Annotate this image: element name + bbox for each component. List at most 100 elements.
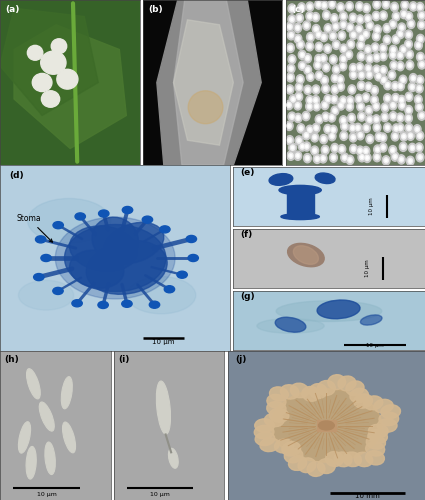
Circle shape xyxy=(304,85,312,94)
Circle shape xyxy=(400,142,407,152)
Circle shape xyxy=(379,44,387,53)
Circle shape xyxy=(402,2,407,7)
Ellipse shape xyxy=(275,317,306,332)
Circle shape xyxy=(416,128,418,130)
Ellipse shape xyxy=(168,448,178,468)
Circle shape xyxy=(312,134,317,140)
Text: (d): (d) xyxy=(9,170,24,179)
Circle shape xyxy=(343,24,344,26)
Circle shape xyxy=(397,50,404,60)
Circle shape xyxy=(414,40,422,50)
Ellipse shape xyxy=(75,213,85,220)
Circle shape xyxy=(329,153,337,162)
Text: 10 mm: 10 mm xyxy=(355,492,380,498)
Circle shape xyxy=(298,140,300,141)
Circle shape xyxy=(335,26,337,28)
Circle shape xyxy=(306,68,310,72)
Circle shape xyxy=(364,45,372,54)
Circle shape xyxy=(392,124,400,133)
Circle shape xyxy=(375,105,377,108)
Polygon shape xyxy=(14,24,126,148)
Circle shape xyxy=(295,83,303,92)
Circle shape xyxy=(350,87,354,92)
Circle shape xyxy=(367,48,369,50)
Circle shape xyxy=(341,122,348,131)
Circle shape xyxy=(314,60,322,70)
Circle shape xyxy=(330,2,334,7)
Circle shape xyxy=(333,87,337,92)
Circle shape xyxy=(373,52,381,62)
Circle shape xyxy=(305,56,310,61)
Circle shape xyxy=(372,88,377,93)
Circle shape xyxy=(333,17,335,20)
Circle shape xyxy=(381,135,385,140)
Circle shape xyxy=(391,114,395,119)
Circle shape xyxy=(341,22,346,28)
Ellipse shape xyxy=(326,452,343,466)
Ellipse shape xyxy=(366,450,384,465)
Circle shape xyxy=(375,124,379,130)
Circle shape xyxy=(349,133,357,142)
Circle shape xyxy=(407,94,411,100)
Circle shape xyxy=(391,152,399,161)
Circle shape xyxy=(285,100,293,110)
Circle shape xyxy=(377,134,381,140)
Circle shape xyxy=(290,114,294,119)
Circle shape xyxy=(387,97,388,100)
Circle shape xyxy=(350,43,352,46)
Circle shape xyxy=(324,94,332,104)
Circle shape xyxy=(290,145,295,150)
Circle shape xyxy=(418,4,422,10)
Circle shape xyxy=(409,74,417,83)
Ellipse shape xyxy=(298,458,316,472)
Circle shape xyxy=(341,34,343,36)
Ellipse shape xyxy=(164,286,175,293)
Circle shape xyxy=(416,76,424,84)
Circle shape xyxy=(298,61,306,70)
Circle shape xyxy=(385,96,390,101)
Circle shape xyxy=(309,6,311,8)
Circle shape xyxy=(351,146,356,152)
Circle shape xyxy=(377,148,379,150)
Circle shape xyxy=(317,4,320,6)
Circle shape xyxy=(306,102,314,111)
Circle shape xyxy=(400,132,408,141)
Circle shape xyxy=(391,132,399,141)
Circle shape xyxy=(411,86,413,88)
Circle shape xyxy=(354,124,362,132)
Circle shape xyxy=(397,124,404,132)
Circle shape xyxy=(357,4,362,9)
Text: (c): (c) xyxy=(292,5,305,14)
Circle shape xyxy=(365,155,369,160)
Ellipse shape xyxy=(269,174,293,186)
Ellipse shape xyxy=(366,436,385,449)
Circle shape xyxy=(377,75,380,78)
Circle shape xyxy=(289,88,291,90)
Circle shape xyxy=(309,76,311,78)
Ellipse shape xyxy=(156,381,170,434)
Circle shape xyxy=(379,133,387,142)
Ellipse shape xyxy=(368,430,387,444)
Circle shape xyxy=(418,154,422,160)
Ellipse shape xyxy=(269,387,288,401)
Circle shape xyxy=(320,54,327,63)
Ellipse shape xyxy=(41,254,51,262)
Circle shape xyxy=(398,126,402,130)
Text: (f): (f) xyxy=(241,230,253,239)
Circle shape xyxy=(406,116,411,120)
Circle shape xyxy=(315,0,323,9)
Circle shape xyxy=(312,24,320,34)
Circle shape xyxy=(417,145,422,150)
Circle shape xyxy=(386,27,388,30)
Circle shape xyxy=(421,114,423,117)
Circle shape xyxy=(331,135,333,138)
Circle shape xyxy=(419,156,421,158)
Circle shape xyxy=(340,44,348,54)
Circle shape xyxy=(418,54,422,60)
Circle shape xyxy=(357,96,361,102)
Circle shape xyxy=(359,66,361,68)
Ellipse shape xyxy=(142,216,153,223)
Circle shape xyxy=(400,45,407,54)
Circle shape xyxy=(351,72,356,78)
Circle shape xyxy=(320,134,328,143)
